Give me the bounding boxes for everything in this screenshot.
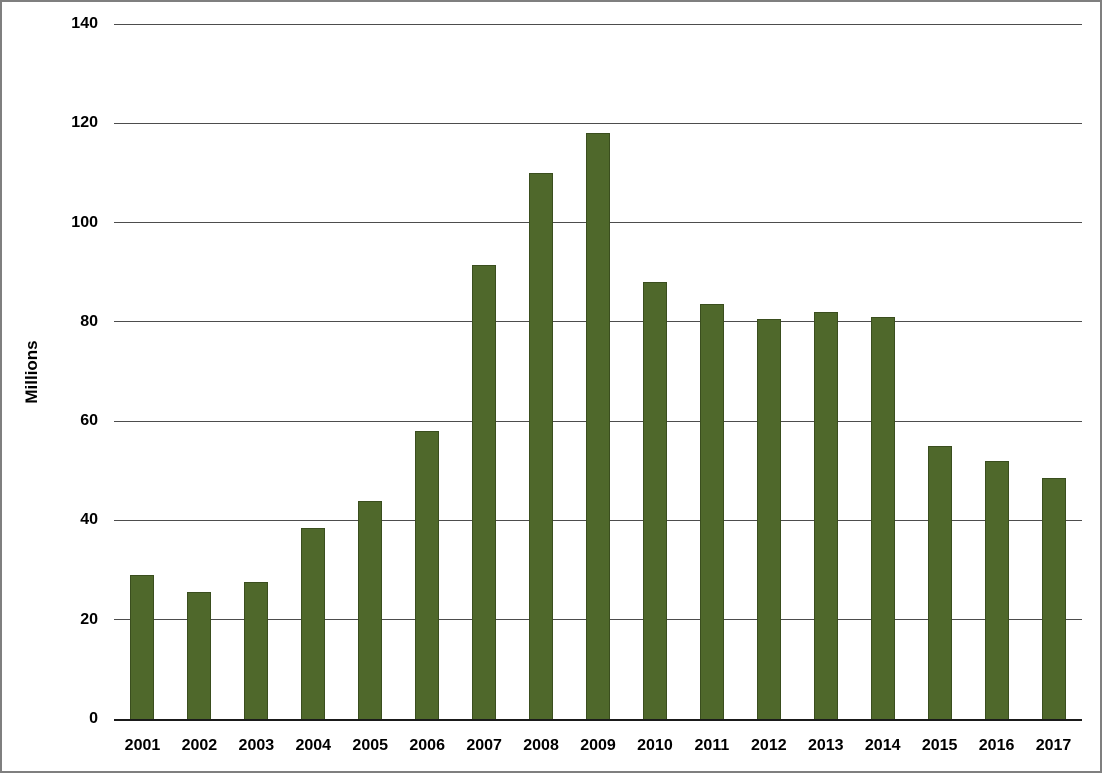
x-tick-label-2003: 2003	[238, 737, 275, 754]
y-tick-label-80: 80	[80, 312, 98, 330]
y-tick-label-0: 0	[89, 710, 98, 727]
y-tick-label-100: 100	[71, 213, 98, 231]
bar-2017	[1041, 478, 1066, 719]
plot-area	[114, 23, 1082, 721]
bar-2010	[642, 282, 667, 719]
bar-2013	[813, 311, 838, 719]
y-axis-title: Millions	[22, 340, 41, 404]
bar-2011	[699, 304, 724, 719]
y-tick-label-140: 140	[71, 15, 98, 32]
bar-2001	[130, 575, 155, 719]
bar-2014	[870, 316, 895, 719]
bar-2004	[301, 527, 326, 719]
x-tick-label-2017: 2017	[1035, 737, 1072, 754]
x-tick-label-2015: 2015	[921, 737, 958, 754]
x-tick-label-2009: 2009	[580, 737, 616, 754]
x-tick-label-2010: 2010	[637, 737, 673, 754]
x-tick-label-2004: 2004	[295, 737, 332, 754]
x-tick-label-2001: 2001	[124, 737, 161, 754]
y-tick-label-20: 20	[80, 610, 98, 628]
gridline-140	[114, 23, 1082, 25]
y-tick-label-120: 120	[71, 114, 98, 132]
x-tick-label-2011: 2011	[694, 737, 730, 754]
x-tick-label-2007: 2007	[466, 737, 502, 754]
bar-2005	[358, 500, 383, 719]
x-tick-label-2016: 2016	[978, 737, 1015, 754]
bar-2002	[187, 592, 212, 719]
y-tick-label-60: 60	[80, 412, 98, 430]
x-tick-label-2005: 2005	[352, 737, 389, 754]
bar-2015	[927, 445, 952, 719]
bar-2003	[244, 582, 269, 719]
bar-2006	[415, 431, 440, 719]
x-tick-label-2014: 2014	[864, 737, 901, 754]
x-tick-label-2002: 2002	[181, 737, 218, 754]
y-tick-label-40: 40	[80, 511, 98, 529]
bar-2016	[984, 460, 1009, 719]
x-tick-label-2013: 2013	[807, 737, 844, 754]
gridline-120	[114, 122, 1082, 124]
bar-2008	[529, 172, 554, 719]
bar-2012	[756, 319, 781, 719]
x-tick-label-2012: 2012	[751, 737, 787, 754]
bar-2009	[586, 133, 610, 719]
x-tick-label-2006: 2006	[409, 737, 445, 754]
bar-2007	[472, 264, 497, 719]
x-tick-label-2008: 2008	[523, 737, 559, 754]
